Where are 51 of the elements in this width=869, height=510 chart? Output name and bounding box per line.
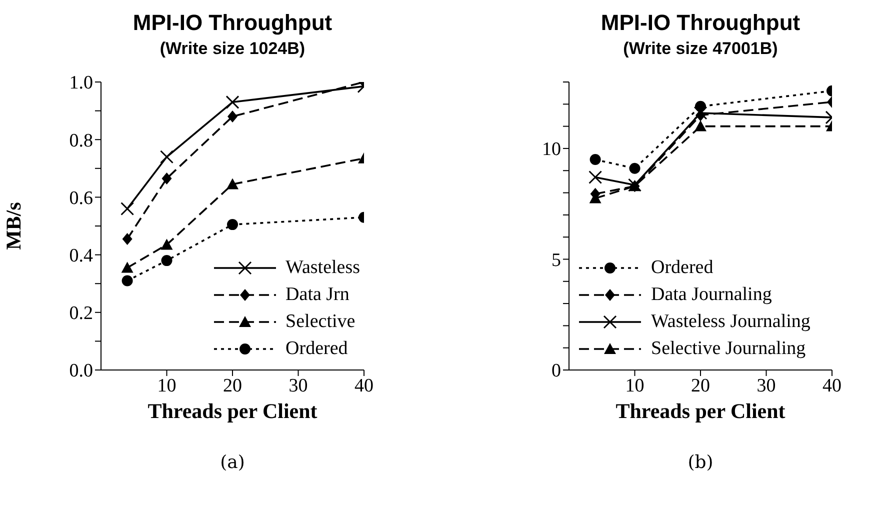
point — [588, 170, 602, 184]
x-tick-label: 10 — [625, 375, 644, 396]
point — [694, 120, 706, 132]
y-tick-label: 1.0 — [69, 72, 93, 94]
text: (a) — [219, 452, 246, 473]
y-axis-title: MB/s — [1, 202, 26, 250]
point — [161, 255, 172, 266]
point — [160, 150, 174, 164]
x-axis-title: Threads per Client — [148, 399, 318, 423]
point — [226, 95, 240, 109]
legend-label: Selective — [286, 310, 356, 332]
chart-subtitle: (Write size 1024B) — [158, 39, 306, 59]
y-tick-label: 10 — [542, 139, 561, 160]
y-tick-label: 0.4 — [69, 246, 94, 267]
chart-subtitle: (Write size 47001B) — [622, 39, 779, 59]
y-tick-label: 0 — [552, 360, 561, 382]
point — [122, 275, 133, 286]
chart-title: MPI-IO Throughput — [600, 10, 802, 36]
y-tick-label: 0.6 — [69, 188, 93, 209]
legend-label: Data Journaling — [651, 284, 772, 306]
point — [122, 232, 132, 245]
y-tick-label: 0.0 — [69, 360, 93, 382]
point — [227, 219, 238, 230]
point — [120, 202, 134, 216]
point — [121, 262, 134, 273]
x-tick-label: 40 — [822, 375, 842, 396]
point — [629, 162, 640, 174]
point — [590, 154, 601, 166]
x-tick-label: 20 — [691, 375, 710, 396]
y-tick-label: 0.8 — [69, 130, 93, 152]
point — [162, 172, 172, 184]
point — [160, 238, 173, 250]
x-tick-label: 10 — [157, 375, 176, 396]
legend-label: Data Jrn — [286, 284, 350, 306]
legend-label: Wasteless Journaling — [651, 310, 810, 332]
point — [226, 178, 238, 190]
legend-label: Ordered — [651, 256, 714, 278]
x-axis-title: Threads per Client — [616, 399, 786, 423]
legend-label: Selective Journaling — [651, 338, 806, 360]
y-tick-label: 0.2 — [69, 303, 93, 324]
x-tick-label: 20 — [223, 375, 242, 396]
chart-title: MPI-IO Throughput — [132, 10, 334, 36]
legend-label: Ordered — [286, 338, 348, 360]
text: (b) — [686, 452, 714, 473]
legend-label: Wasteless — [286, 256, 360, 278]
y-tick-label: 5 — [552, 250, 561, 271]
x-tick-label: 30 — [288, 375, 308, 396]
point — [228, 110, 238, 123]
x-tick-label: 40 — [354, 375, 374, 396]
point — [694, 106, 708, 120]
x-tick-label: 30 — [756, 375, 776, 396]
